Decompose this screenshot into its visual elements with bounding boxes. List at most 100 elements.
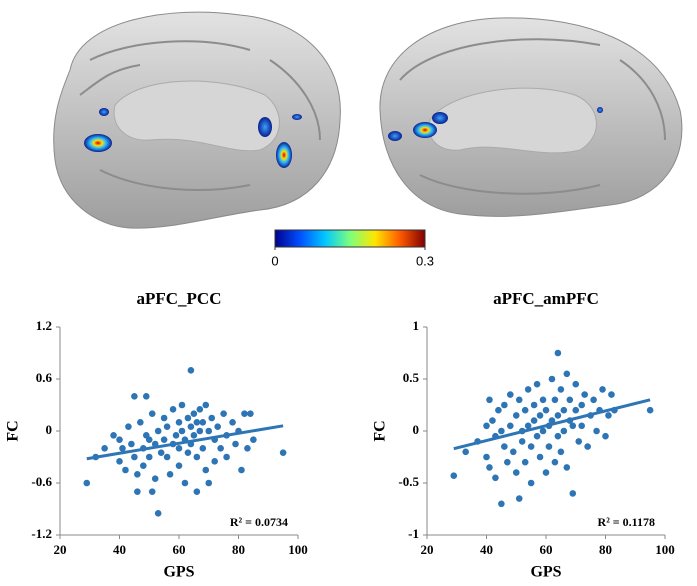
point [498,427,505,435]
point [116,458,123,465]
point [193,488,201,495]
point [238,466,245,474]
point [554,349,562,357]
x-tick-label: 20 [421,542,434,557]
point [492,474,499,482]
point [486,396,493,404]
point [122,466,129,474]
point [608,391,615,398]
point [524,386,532,393]
colorbar-tick-label: 0.3 [416,253,434,268]
point [542,406,550,414]
y-tick-label: -0.5 [398,474,419,489]
point [134,471,141,478]
y-tick-label: -1 [408,526,419,541]
colorbar [274,229,426,248]
point [507,391,514,398]
point [169,406,177,413]
point [572,380,580,388]
point [536,412,544,419]
point [521,458,529,466]
point [512,469,520,476]
point [560,427,568,435]
point [131,393,138,400]
point [202,466,210,474]
point [501,443,508,450]
point [140,462,147,469]
point [208,414,216,422]
point [569,490,577,497]
point [137,419,144,426]
point [163,423,171,430]
point [581,391,588,398]
point [548,417,556,424]
point [148,488,156,495]
x-tick-label: 80 [599,542,612,557]
point [563,464,571,471]
point [247,410,254,417]
point [181,479,189,487]
point [184,414,192,422]
point [223,453,230,461]
point [515,495,523,502]
y-tick-label: 0.5 [403,370,420,385]
point [533,432,541,440]
x-tick-label: 60 [173,542,186,557]
point [241,410,248,417]
point [244,445,251,452]
point [578,422,585,430]
point [190,432,198,439]
point [83,479,91,487]
point [199,419,207,426]
y-tick-label: 0.6 [36,370,53,385]
y-tick-label: 1.2 [36,318,52,333]
point [590,396,597,404]
chart-title: aPFC_PCC [137,289,222,308]
point [545,443,553,450]
point [515,396,523,404]
colorbar-tick-label: 0 [271,253,278,268]
point [160,436,168,443]
point [548,375,556,383]
point [542,469,550,476]
point [154,427,162,435]
x-tick-label: 60 [540,542,553,557]
point [175,445,183,452]
point [250,436,257,443]
x-axis-title: GPS [530,564,561,581]
point [166,471,174,478]
point [220,410,227,417]
point [486,464,493,471]
point [163,453,171,461]
point [116,436,123,443]
point [560,406,568,414]
point [563,370,571,378]
point [229,419,236,426]
point [148,410,156,417]
point [232,440,239,448]
point [110,432,117,439]
point [518,438,526,445]
x-tick-label: 20 [54,542,67,557]
chart-title: aPFC_amPFC [493,289,599,308]
point [187,367,195,374]
point [566,396,574,404]
x-tick-label: 80 [232,542,245,557]
point [151,475,159,482]
point [602,432,609,440]
point [593,427,600,435]
point [530,417,538,424]
point [145,436,153,443]
r-squared: R² = 0.1178 [598,515,655,529]
point [569,422,577,430]
point [554,412,562,419]
point [584,443,591,450]
point [527,479,535,487]
point [504,458,511,466]
point [205,479,213,487]
y-axis-title: FC [5,420,22,441]
point [539,427,547,435]
point [646,406,654,414]
point [175,419,183,426]
